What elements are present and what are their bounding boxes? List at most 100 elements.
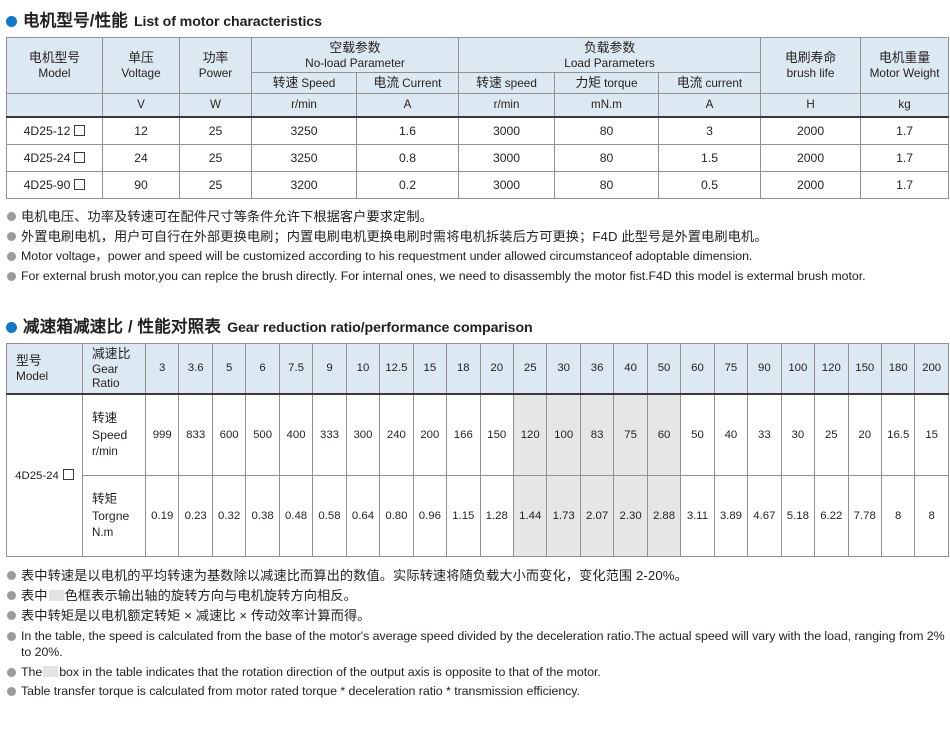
cell-speed-120: 25: [814, 393, 849, 476]
unit-load-speed: r/min: [458, 92, 556, 118]
note-text-pre: The: [21, 664, 43, 679]
header-voltage: 单压 Voltage: [102, 37, 180, 94]
header-model-cn: 电机型号: [28, 50, 81, 66]
cell-load-current: 0.5: [658, 170, 762, 199]
note-text-post: 色框表示输出轴的旋转方向与电机旋转方向相反。: [64, 588, 357, 604]
header-brush-cn: 电刷寿命: [784, 50, 837, 66]
model-text: 4D25-24: [23, 150, 71, 165]
header-power: 功率 Power: [179, 37, 252, 94]
header-power-en: Power: [198, 65, 233, 80]
list-item: 电机电压、功率及转速可在配件尺寸等条件允许下根据客户要求定制。: [7, 208, 946, 225]
header-model-en: Model: [38, 65, 71, 80]
cell-torque-40: 2.30: [613, 474, 648, 557]
model-text: 4D25-90: [23, 177, 71, 192]
header-noload-group: 空载参数 No-load Parameter: [250, 37, 460, 73]
section-title-cn: 减速箱减速比 / 性能对照表: [23, 318, 222, 337]
cell-motor-weight: 1.7: [860, 143, 950, 172]
cell-torque-3.6: 0.23: [178, 474, 213, 557]
list-item: 外置电刷电机，用户可自行在外部更换电刷；内置电刷电机更换电刷时需将电机拆装后方可…: [7, 228, 946, 245]
model-text: 4D25-24: [15, 469, 59, 482]
cell-speed-15: 200: [412, 393, 448, 476]
cell-speed-9: 333: [312, 393, 347, 476]
table-units-row: V W r/min A r/min mN.m A H kg: [6, 92, 950, 118]
header-ratio-3.6: 3.6: [178, 343, 213, 395]
bullet-dot-icon: [6, 16, 17, 27]
motor-characteristics-table: 电机型号 Model 单压 Voltage 功率 Power 空载参数 No-l…: [6, 37, 950, 199]
unit-motor-weight: kg: [860, 92, 950, 118]
note-text: Table transfer torque is calculated from…: [21, 683, 580, 698]
cell-torque-9: 0.58: [312, 474, 347, 557]
note-text-composite: The box in the table indicates that the r…: [21, 664, 601, 680]
unit-load-torque: mN.m: [554, 92, 660, 118]
header-noload-speed-en: Speed: [301, 76, 336, 90]
header-ratio-12.5: 12.5: [379, 343, 414, 395]
cell-torque-200: 8: [914, 474, 949, 557]
cell-model: 4D25-24: [6, 143, 103, 172]
cell-speed-100: 30: [780, 393, 816, 476]
bullet-dot-icon: [7, 611, 16, 621]
cell-torque-3: 0.19: [144, 474, 180, 557]
header-ratio-15: 15: [412, 343, 448, 395]
cell-gear-model: 4D25-24: [6, 393, 83, 557]
list-item: Table transfer torque is calculated from…: [7, 683, 946, 699]
list-item: For external brush motor,you can replce …: [7, 268, 946, 284]
header-brush-en: brush life: [786, 65, 835, 80]
bullet-dot-icon: [7, 252, 16, 262]
datasheet-page: 电机型号/性能 List of motor characteristics 电机…: [4, 0, 950, 699]
table-row: 4D25-24 24 25 3250 0.8 3000 80 1.5 2000 …: [6, 143, 950, 172]
note-text-pre: 表中: [21, 588, 48, 604]
cell-speed-18: 166: [446, 393, 481, 476]
cell-speed-7.5: 400: [278, 393, 314, 476]
section-title-en: List of motor characteristics: [133, 14, 322, 30]
bullet-dot-icon: [7, 232, 16, 242]
header-model: 电机型号 Model: [6, 37, 103, 94]
cell-load-speed: 3000: [458, 143, 556, 172]
header-load-en: Load Parameters: [564, 55, 655, 70]
cell-noload-current: 0.2: [355, 170, 460, 199]
cell-speed-40: 75: [613, 393, 648, 476]
unit-noload-speed: r/min: [251, 92, 357, 118]
header-ratio-50: 50: [646, 343, 682, 395]
header-ratio-180: 180: [880, 343, 916, 395]
header-noload-speed-cn: 转速: [272, 75, 299, 90]
cell-speed-12.5: 240: [379, 393, 414, 476]
list-item: Motor voltage，power and speed will be cu…: [7, 248, 946, 264]
header-load-current-en: current: [705, 76, 743, 90]
cell-torque-120: 6.22: [814, 474, 849, 557]
cell-noload-speed: 3250: [251, 143, 357, 172]
unit-power: W: [179, 92, 252, 118]
cell-torque-180: 8: [880, 474, 916, 557]
cell-torque-15: 0.96: [412, 474, 448, 557]
header-noload-current: 电流 Current: [355, 72, 460, 94]
cell-torque-150: 7.78: [847, 474, 882, 557]
cell-speed-3: 999: [144, 393, 180, 476]
cell-speed-200: 15: [914, 393, 949, 476]
header-ratio-200: 200: [914, 343, 949, 395]
cell-speed-50: 60: [646, 393, 682, 476]
speed-label-en: Speed: [92, 427, 128, 442]
header-weight-en: Motor Weight: [869, 65, 940, 80]
header-gear-ratio-en: Gear Ratio: [92, 361, 120, 391]
note-text: 电机电压、功率及转速可在配件尺寸等条件允许下根据客户要求定制。: [21, 208, 433, 224]
header-load-group: 负载参数 Load Parameters: [458, 37, 762, 73]
header-ratio-60: 60: [680, 343, 715, 395]
unit-model: [6, 92, 103, 118]
table-row: 4D25-90 90 25 3200 0.2 3000 80 0.5 2000 …: [6, 170, 950, 199]
section-heading-motor: 电机型号/性能 List of motor characteristics: [4, 0, 946, 37]
cell-torque-12.5: 0.80: [379, 474, 414, 557]
table-row-torque: 转矩 Torgne N.m 0.19 0.23 0.32 0.38 0.48 0.58 0.…: [7, 474, 949, 557]
bullet-dot-icon: [7, 591, 16, 601]
header-noload-current-cn: 电流: [373, 75, 400, 90]
cell-torque-75: 3.89: [713, 474, 749, 557]
cell-torque-60: 3.11: [680, 474, 715, 557]
cell-noload-current: 0.8: [355, 143, 460, 172]
header-voltage-en: Voltage: [121, 65, 161, 80]
list-item: 表中转速是以电机的平均转速为基数除以减速比而算出的数值。实际转速将随负载大小而变…: [7, 567, 946, 584]
header-ratio-5: 5: [211, 343, 247, 395]
header-load-current: 电流 current: [658, 72, 762, 94]
cell-torque-100: 5.18: [780, 474, 816, 557]
header-ratio-20: 20: [479, 343, 514, 395]
header-gear-model-cn: 型号: [16, 353, 42, 369]
header-gear-ratio-cn: 减速比: [92, 346, 131, 362]
header-brush-life: 电刷寿命 brush life: [760, 37, 862, 94]
